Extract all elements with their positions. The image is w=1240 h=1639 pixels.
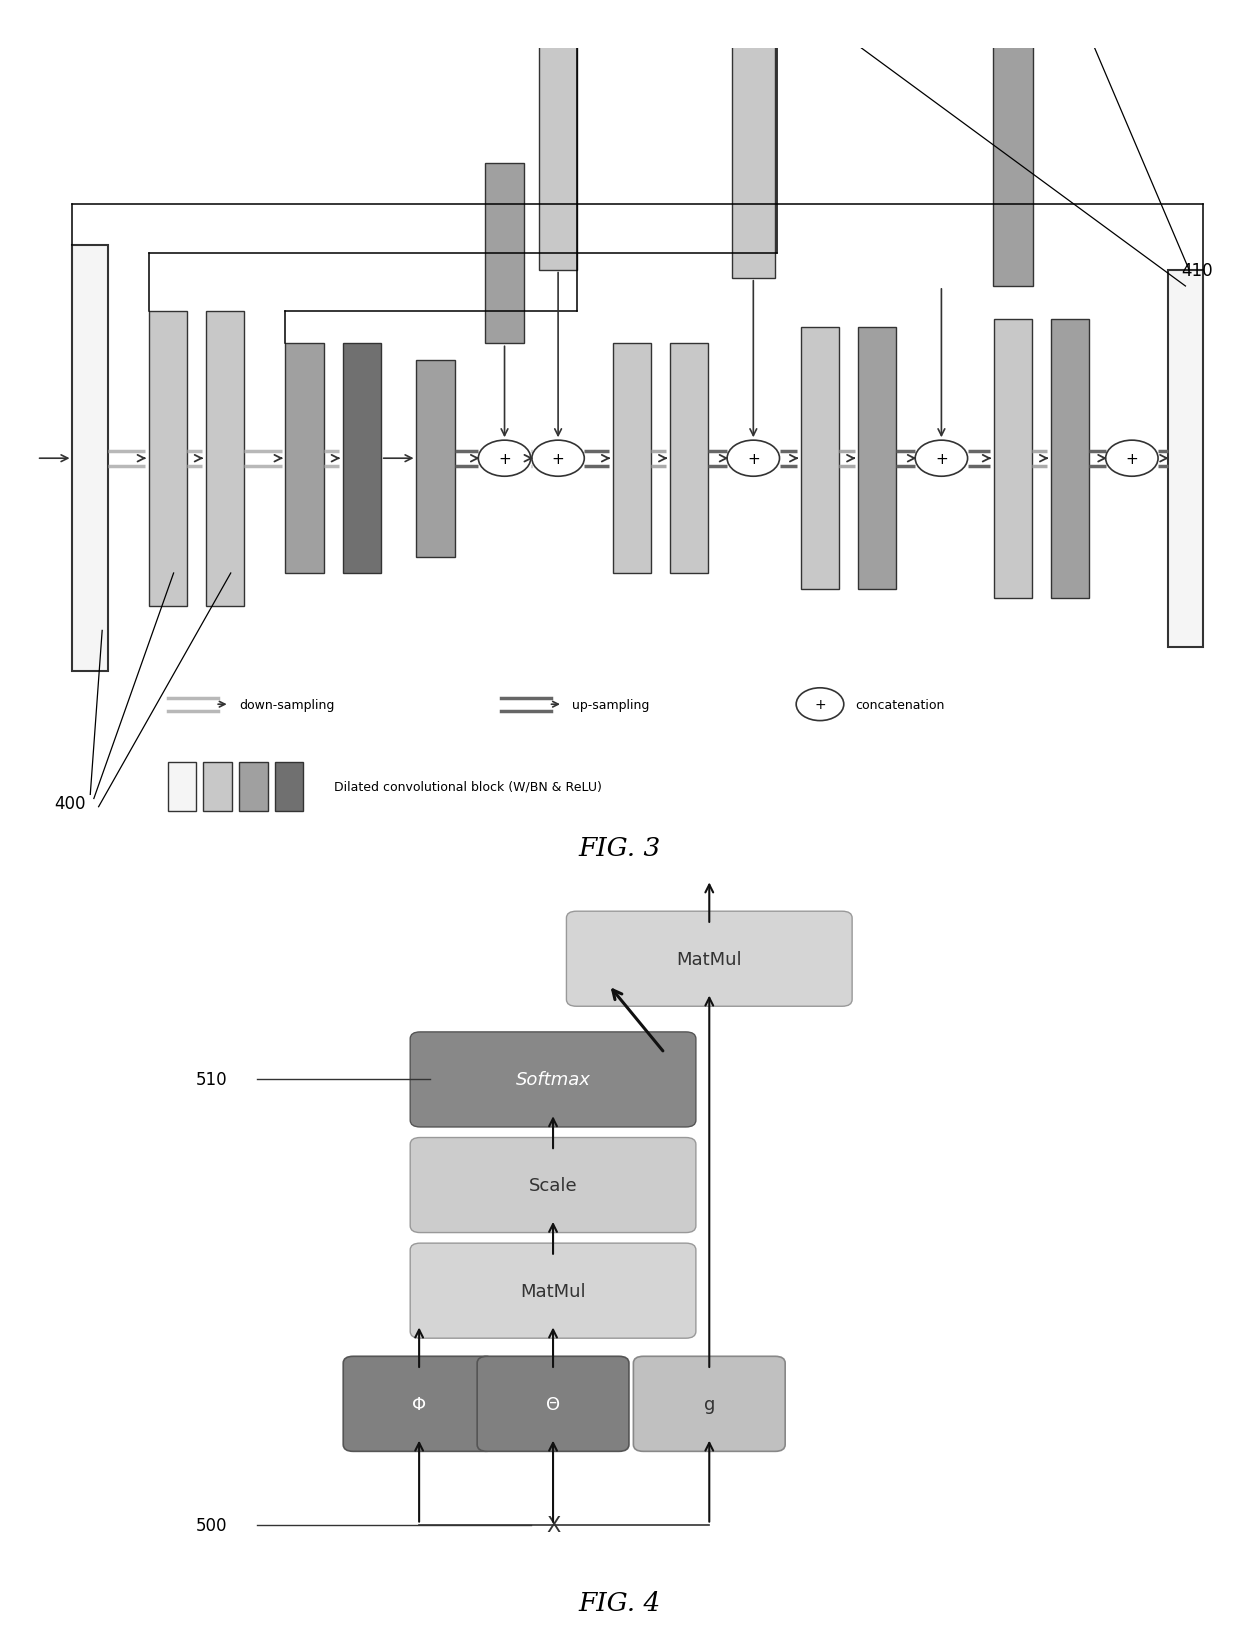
FancyBboxPatch shape (634, 1357, 785, 1452)
Bar (149, 311, 187, 606)
Bar (239, 762, 268, 811)
Text: MatMul: MatMul (521, 1282, 585, 1300)
Bar (275, 762, 304, 811)
Text: 410: 410 (1182, 262, 1213, 279)
Text: +: + (1126, 451, 1138, 467)
Bar (206, 311, 244, 606)
Bar (486, 164, 523, 344)
Bar (167, 762, 196, 811)
FancyBboxPatch shape (343, 1357, 495, 1452)
Text: FIG. 3: FIG. 3 (579, 836, 661, 860)
Text: +: + (935, 451, 947, 467)
Text: Scale: Scale (528, 1177, 578, 1195)
Text: +: + (498, 451, 511, 467)
Bar (670, 344, 708, 574)
FancyBboxPatch shape (410, 1033, 696, 1128)
Bar (72, 246, 108, 672)
Text: Φ: Φ (412, 1395, 427, 1413)
FancyBboxPatch shape (410, 1137, 696, 1233)
Bar (539, 25, 577, 270)
Bar (992, 0, 1033, 287)
Text: down-sampling: down-sampling (239, 698, 335, 711)
Text: 500: 500 (196, 1516, 227, 1534)
Text: concatenation: concatenation (856, 698, 945, 711)
Text: 510: 510 (196, 1070, 228, 1088)
Text: Softmax: Softmax (516, 1070, 590, 1088)
FancyBboxPatch shape (477, 1357, 629, 1452)
Text: up-sampling: up-sampling (573, 698, 650, 711)
Text: MatMul: MatMul (677, 951, 742, 969)
Bar (801, 328, 839, 590)
Bar (285, 344, 324, 574)
Text: +: + (746, 451, 760, 467)
Text: 400: 400 (55, 795, 86, 811)
Bar (417, 361, 455, 557)
Text: Θ: Θ (546, 1395, 560, 1413)
Text: g: g (703, 1395, 715, 1413)
Bar (732, 0, 775, 279)
Bar (203, 762, 232, 811)
Bar (858, 328, 897, 590)
Bar (613, 344, 651, 574)
FancyBboxPatch shape (410, 1244, 696, 1339)
Bar (993, 320, 1032, 598)
Bar (1052, 320, 1089, 598)
Text: +: + (815, 698, 826, 711)
Text: Dilated convolutional block (W/BN & ReLU): Dilated convolutional block (W/BN & ReLU… (335, 780, 603, 793)
Text: +: + (552, 451, 564, 467)
Bar (1168, 270, 1203, 647)
FancyBboxPatch shape (567, 911, 852, 1006)
Text: X: X (546, 1514, 560, 1534)
Bar (342, 344, 381, 574)
Text: FIG. 4: FIG. 4 (579, 1590, 661, 1614)
